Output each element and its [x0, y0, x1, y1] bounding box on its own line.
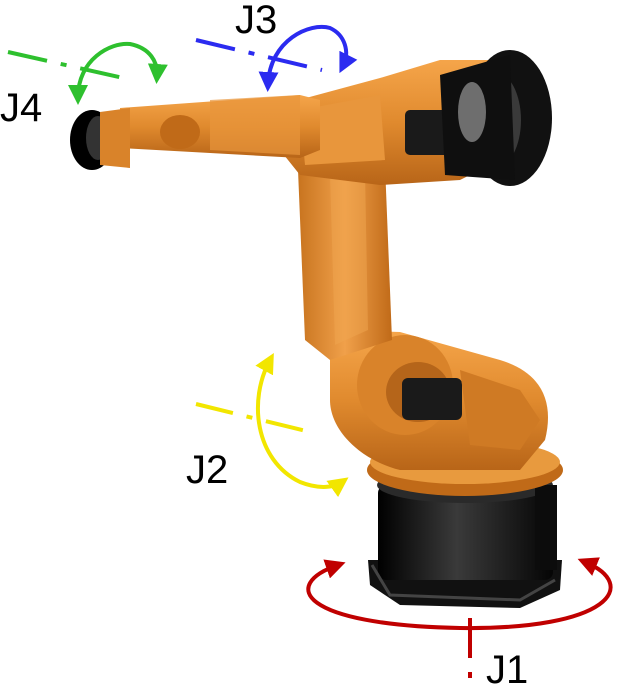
- joint-j2-axis: [195, 402, 311, 434]
- robot-forearm: [120, 95, 320, 158]
- joint-j1-rotation-arrow: [306, 557, 613, 631]
- joint-j1-label: J1: [486, 648, 529, 692]
- robot-motor: [440, 50, 552, 186]
- joint-j2-rotation-arrow: [255, 352, 349, 498]
- robot-upper-arm: [298, 165, 392, 360]
- joint-j4-label: J4: [0, 86, 43, 130]
- joint-j3-axis: [195, 38, 323, 72]
- joint-j4-indicator: [7, 41, 168, 105]
- joint-j2-indicator: [195, 352, 349, 498]
- joint-j2-label: J2: [186, 448, 229, 492]
- joint-j1-indicator: [306, 557, 613, 689]
- robot-shoulder: [330, 331, 548, 470]
- joint-j3-indicator: [195, 24, 358, 92]
- robot-wrist: [70, 108, 130, 170]
- joint-j3-label: J3: [235, 0, 278, 42]
- joint-j3-rotation-arrow: [258, 24, 358, 92]
- joint-j4-axis: [7, 50, 133, 82]
- joint-j4-rotation-arrow: [68, 41, 168, 105]
